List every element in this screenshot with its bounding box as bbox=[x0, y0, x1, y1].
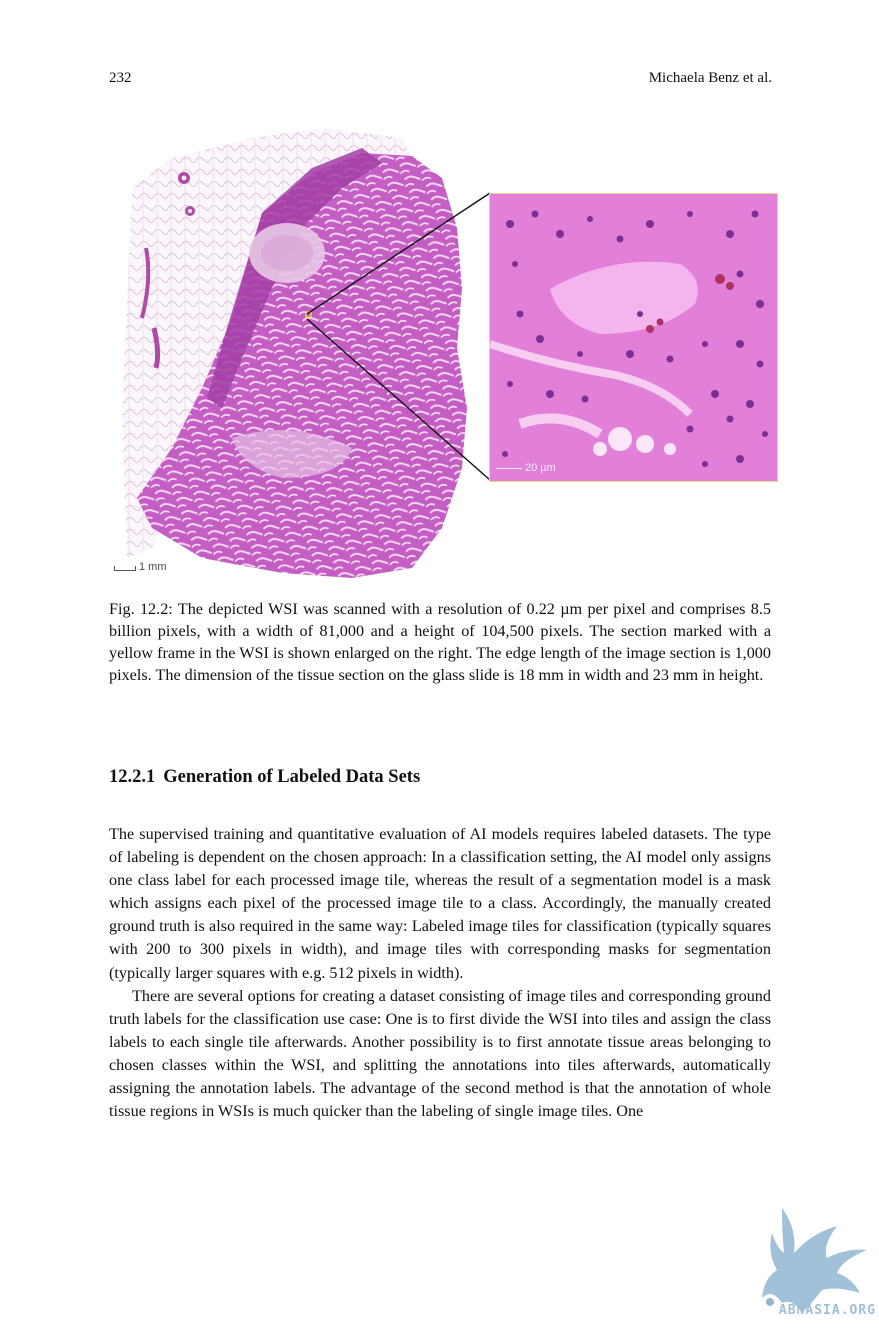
zoom-connector-lines bbox=[306, 192, 491, 481]
running-header-author: Michaela Benz et al. bbox=[648, 70, 772, 86]
page-number: 232 bbox=[109, 70, 132, 86]
scale-bar-enlarged-label: 20 µm bbox=[525, 462, 556, 474]
scale-bar-wsi: 1 mm bbox=[114, 561, 167, 573]
paragraph: There are several options for creating a… bbox=[109, 986, 771, 1121]
section-title: Generation of Labeled Data Sets bbox=[163, 767, 421, 787]
scale-bar-wsi-label: 1 mm bbox=[139, 561, 167, 573]
body-text: The supervised training and quantitative… bbox=[109, 823, 771, 1123]
watermark-text: ABNASIA.ORG bbox=[778, 1303, 876, 1318]
scale-bar-line bbox=[114, 566, 136, 571]
scale-bar-line bbox=[496, 468, 522, 469]
whole-slide-image bbox=[122, 128, 467, 578]
scale-bar-enlarged: 20 µm bbox=[496, 462, 556, 474]
figure-caption: Fig. 12.2: The depicted WSI was scanned … bbox=[109, 600, 771, 684]
paragraph: The supervised training and quantitative… bbox=[109, 825, 771, 982]
griffin-logo-icon bbox=[762, 1208, 867, 1313]
section-heading: 12.2.1 Generation of Labeled Data Sets bbox=[109, 767, 771, 788]
enlarged-tissue-section bbox=[489, 193, 778, 482]
section-number: 12.2.1 bbox=[109, 767, 156, 787]
